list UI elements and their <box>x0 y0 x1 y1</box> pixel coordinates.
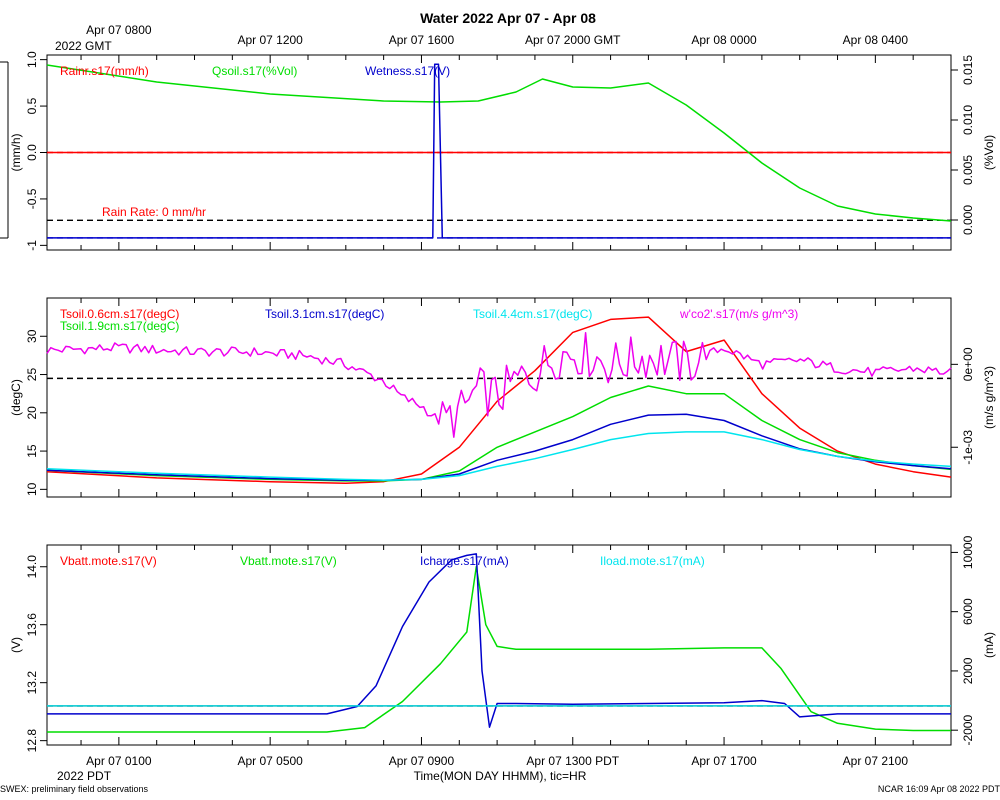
bottom-time-label: Apr 07 2100 <box>843 754 909 768</box>
right-tick-label: 0e+00 <box>961 347 975 381</box>
legend-entry: Tsoil.0.6cm.s17(degC) <box>60 307 179 321</box>
bottom-time-label: Apr 07 0100 <box>86 754 152 768</box>
series-line-tsoil-4-4cm-s17 <box>46 431 952 481</box>
top-year-label: 2022 GMT <box>55 39 112 53</box>
left-tick-label: 12.8 <box>25 729 39 753</box>
panel-frame <box>46 297 952 498</box>
top-time-label: Apr 07 1200 <box>237 33 303 47</box>
left-tick-label: 0.0 <box>25 144 39 161</box>
left-tick-label: 14.0 <box>25 555 39 579</box>
legend-entry: Tsoil.3.1cm.s17(degC) <box>265 307 384 321</box>
panel-1: -1 -0.5 0.0 0.5 1.0 (mm/h) 0.000 0.005 0.010 0.01… <box>9 23 996 251</box>
top-time-label: Apr 07 1600 <box>389 33 455 47</box>
right-tick-label: 0.000 <box>961 205 975 235</box>
legend-entry: Vbatt.mote.s17(V) <box>60 554 157 568</box>
series-line-qsoil-s17 <box>46 64 952 222</box>
legend-entry: Iload.mote.s17(mA) <box>600 554 705 568</box>
x-axis-label: Time(MON DAY HHMM), tic=HR <box>414 769 587 783</box>
legend-entry: Vbatt.mote.s17(V) <box>240 554 337 568</box>
legend-entry: Qsoil.s17(%Vol) <box>212 64 297 78</box>
legend-entry: Tsoil.1.9cm.s17(degC) <box>60 319 179 333</box>
top-time-label: Apr 07 2000 GMT <box>525 33 621 47</box>
left-tick-label: 0.5 <box>25 97 39 114</box>
legend-entry: w'co2'.s17(m/s g/m^3) <box>679 307 798 321</box>
left-tick-label: 15 <box>25 444 39 458</box>
legend-entry: Icharge.s17(mA) <box>420 554 509 568</box>
footer-right: NCAR 16:09 Apr 08 2022 PDT <box>878 784 1000 794</box>
series-line-w-co2-s17 <box>46 331 952 438</box>
left-axis-label: (mm/h) <box>9 134 23 172</box>
bottom-time-label: Apr 07 1300 PDT <box>526 754 619 768</box>
right-axis-label: (m/s g/m^3) <box>982 366 996 429</box>
bottom-time-label: Apr 07 0500 <box>237 754 303 768</box>
right-tick-label: 0.005 <box>961 155 975 185</box>
bottom-time-label: Apr 07 0900 <box>389 754 455 768</box>
footer-left: SWEX: preliminary field observations <box>0 784 149 794</box>
top-time-label: Apr 07 0800 <box>86 23 152 37</box>
series-line-icharge-s17 <box>47 553 951 728</box>
left-axis-label: (degC) <box>9 379 23 416</box>
rain-rate-annotation: Rain Rate: 0 mm/hr <box>102 205 206 219</box>
top-time-label: Apr 08 0400 <box>843 33 909 47</box>
panel-2: 10 15 20 25 30 (degC) -1e-03 0e+00 (m/s g/m^3) Ts… <box>9 297 996 498</box>
top-time-label: Apr 08 0000 <box>691 33 757 47</box>
left-tick-label: 20 <box>25 406 39 420</box>
right-axis-label: (mA) <box>982 632 996 658</box>
left-tick-label: 25 <box>25 368 39 382</box>
left-axis-label: (V) <box>9 637 23 653</box>
series-line-wetness-s17 <box>47 63 951 239</box>
right-axis-label: (%Vol) <box>982 135 996 170</box>
panel-3: 12.8 13.2 13.6 14.0 (V) -2000 2000 6000 10000 (mA… <box>9 535 996 768</box>
series-line-vbatt-mote-s17 <box>47 565 951 733</box>
legend-entry: Wetness.s17(V) <box>365 64 450 78</box>
right-tick-label: 2000 <box>961 657 975 684</box>
legend-entry: Rainr.s17(mm/h) <box>60 64 149 78</box>
left-tick-label: 30 <box>25 329 39 343</box>
left-tick-label: 13.2 <box>25 671 39 695</box>
left-tick-label: -0.5 <box>25 188 39 209</box>
right-tick-label: 0.015 <box>961 55 975 85</box>
left-tick-label: 1.0 <box>25 51 39 68</box>
legend-entry: Tsoil.4.4cm.s17(degC) <box>473 307 592 321</box>
series-line-tsoil-0-6cm-s17 <box>46 316 952 484</box>
right-tick-label: -2000 <box>961 715 975 746</box>
right-tick-label: 6000 <box>961 598 975 625</box>
left-tick-label: 13.6 <box>25 613 39 637</box>
bottom-year-label: 2022 PDT <box>57 769 112 783</box>
right-tick-label: -1e-03 <box>961 430 975 465</box>
bottom-time-label: Apr 07 1700 <box>691 754 757 768</box>
panels: -1 -0.5 0.0 0.5 1.0 (mm/h) 0.000 0.005 0.010 0.01… <box>0 23 996 768</box>
left-tick-label: -1 <box>25 240 39 251</box>
right-tick-label: 10000 <box>961 535 975 569</box>
panel-frame <box>46 544 952 746</box>
right-tick-label: 0.010 <box>961 105 975 135</box>
left-tick-label: 10 <box>25 482 39 496</box>
figure-title: Water 2022 Apr 07 - Apr 08 <box>420 10 596 26</box>
